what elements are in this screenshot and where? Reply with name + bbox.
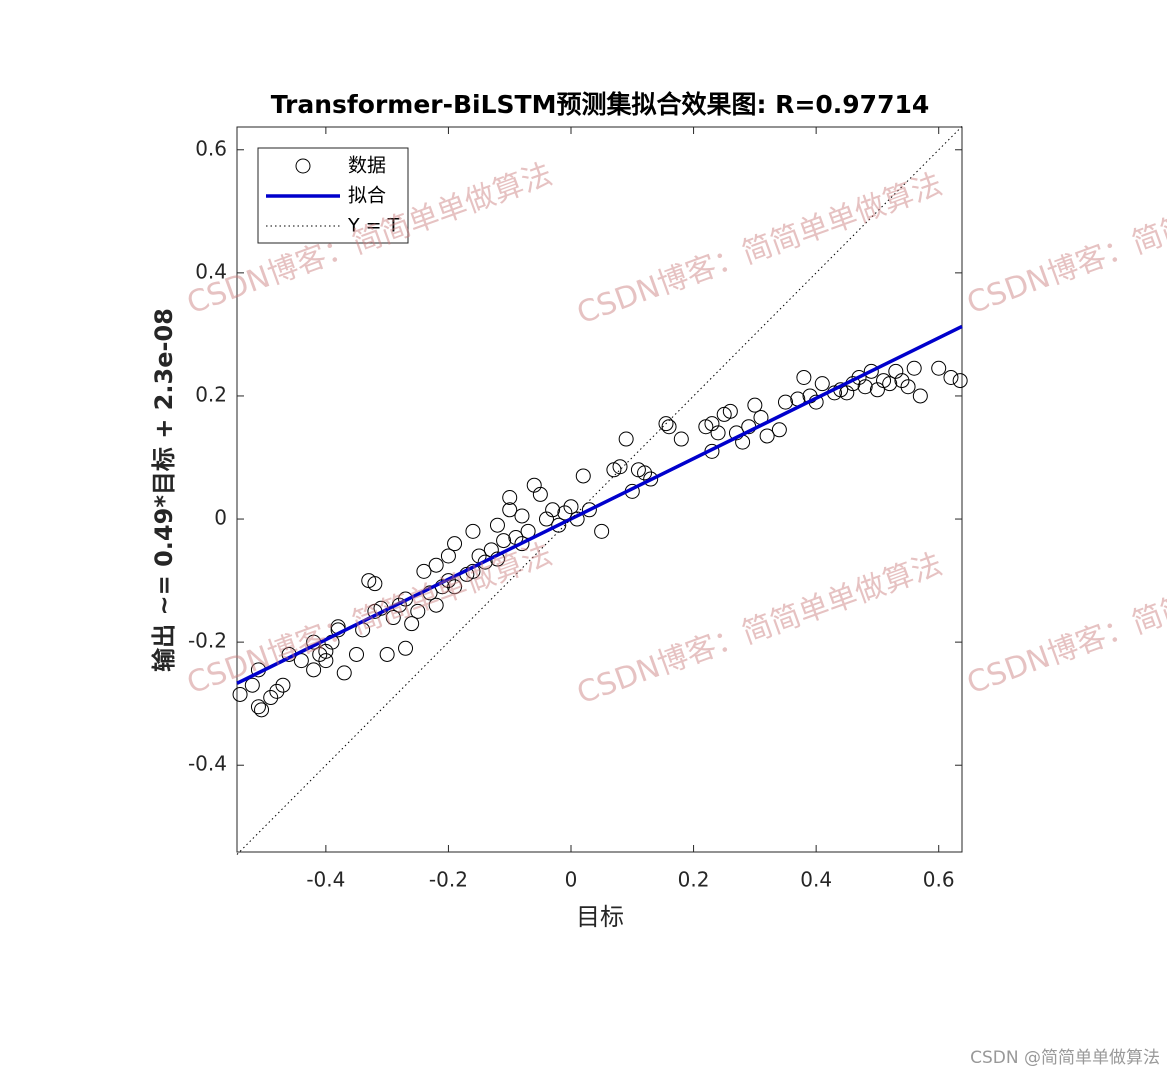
data-point <box>643 471 659 487</box>
data-point <box>637 465 653 481</box>
data-point <box>882 376 898 392</box>
data-point <box>244 677 260 693</box>
data-point <box>563 499 579 515</box>
data-point <box>888 363 904 379</box>
data-point <box>367 576 383 592</box>
data-point <box>385 610 401 626</box>
data-point <box>658 416 674 432</box>
y-tick-label: 0.6 <box>195 136 227 160</box>
data-point <box>575 468 591 484</box>
footer: CSDN @简简单单做算法 <box>970 1048 1160 1068</box>
legend-marker <box>295 158 311 174</box>
data-point <box>814 376 830 392</box>
data-point <box>906 360 922 376</box>
data-point <box>943 369 959 385</box>
data-point <box>618 431 634 447</box>
data-point <box>710 425 726 441</box>
x-tick-label: -0.4 <box>306 868 345 892</box>
data-point <box>557 505 573 521</box>
data-point <box>428 557 444 573</box>
legend-label: 数据 <box>348 155 386 177</box>
data-point <box>254 702 270 718</box>
data-point <box>496 533 512 549</box>
data-point <box>545 502 561 518</box>
data-point <box>440 548 456 564</box>
data-point <box>489 517 505 533</box>
data-point <box>931 360 947 376</box>
y-tick-label: 0 <box>214 506 227 530</box>
data-point <box>673 431 689 447</box>
data-point <box>912 388 928 404</box>
data-point <box>722 403 738 419</box>
data-point <box>447 579 463 595</box>
plot-area <box>236 126 963 853</box>
data-point <box>428 597 444 613</box>
y-axis-label: 输出 ~= 0.49*目标 + 2.3e-08 <box>150 308 178 672</box>
data-point <box>747 397 763 413</box>
data-point <box>447 536 463 552</box>
data-point <box>952 373 968 389</box>
data-point <box>759 428 775 444</box>
watermark: CSDN博客：简简单单做算法 <box>183 537 557 702</box>
data-point <box>661 419 677 435</box>
data-point <box>269 683 285 699</box>
data-point <box>404 616 420 632</box>
data-point <box>594 523 610 539</box>
y-tick-label: -0.2 <box>188 629 227 653</box>
data-point <box>349 646 365 662</box>
data-point <box>771 422 787 438</box>
data-point <box>398 591 414 607</box>
data-point <box>532 486 548 502</box>
data-point <box>502 502 518 518</box>
data-point <box>581 502 597 518</box>
data-point <box>526 477 542 493</box>
data-point <box>900 379 916 395</box>
data-point <box>477 554 493 570</box>
x-axis-label: 目标 <box>576 903 624 931</box>
fit-line <box>236 324 963 685</box>
data-point <box>306 662 322 678</box>
x-tick-label: 0 <box>565 868 578 892</box>
data-point <box>796 369 812 385</box>
data-point <box>514 536 530 552</box>
legend-label: 拟合 <box>348 185 386 207</box>
legend-label: Y = T <box>347 215 400 237</box>
x-tick-label: 0.6 <box>923 868 955 892</box>
x-tick-label: 0.2 <box>678 868 710 892</box>
data-point <box>894 373 910 389</box>
x-tick-label: -0.2 <box>429 868 468 892</box>
data-point <box>318 653 334 669</box>
data-point <box>514 508 530 524</box>
data-point <box>857 379 873 395</box>
watermark: CSDN博客：简简单单做算法 <box>573 167 947 332</box>
chart-title: Transformer-BiLSTM预测集拟合效果图: R=0.97714 <box>271 90 930 119</box>
data-point <box>275 677 291 693</box>
data-point <box>440 573 456 589</box>
y-tick-label: 0.2 <box>195 382 227 406</box>
data-point <box>250 699 266 715</box>
data-point <box>502 490 518 506</box>
data-point <box>777 394 793 410</box>
data-point <box>465 523 481 539</box>
data-point <box>263 690 279 706</box>
watermark: CSDN博客：简简单单做算法 <box>573 547 947 712</box>
data-point <box>612 459 628 475</box>
identity-line <box>236 126 963 855</box>
data-point <box>398 640 414 656</box>
data-point <box>416 563 432 579</box>
data-point <box>863 363 879 379</box>
watermark: CSDN博客：简简单单做算法 <box>963 157 1167 322</box>
data-point <box>379 646 395 662</box>
y-tick-label: -0.4 <box>188 752 227 776</box>
data-point <box>336 665 352 681</box>
watermark: CSDN博客：简简单单做算法 <box>963 537 1167 702</box>
data-point <box>410 603 426 619</box>
data-point <box>551 517 567 533</box>
data-point <box>232 686 248 702</box>
x-tick-label: 0.4 <box>800 868 832 892</box>
y-tick-label: 0.4 <box>195 259 227 283</box>
